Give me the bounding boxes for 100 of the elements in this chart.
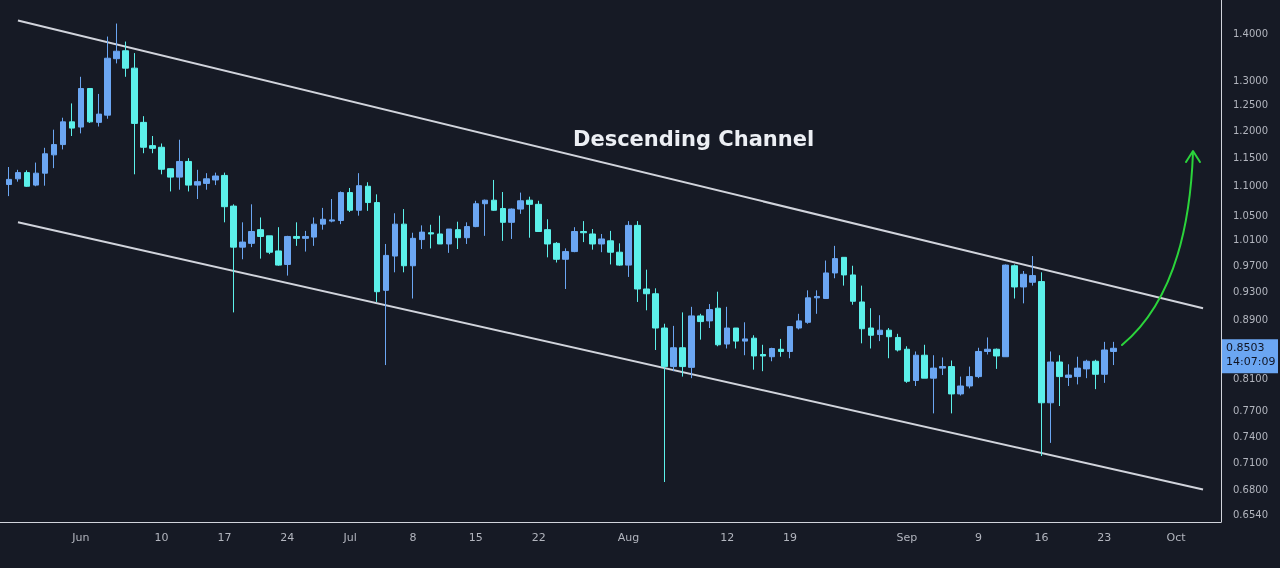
candlestick bbox=[194, 169, 201, 200]
candlestick bbox=[814, 289, 820, 315]
x-tick-label: 16 bbox=[1034, 531, 1049, 544]
candlestick bbox=[751, 334, 757, 371]
candlestick bbox=[320, 207, 326, 231]
x-tick-label: 19 bbox=[783, 531, 798, 544]
candlestick bbox=[1002, 263, 1009, 358]
y-tick-label: 1.4000 bbox=[1233, 27, 1268, 39]
y-tick-label: 1.1000 bbox=[1233, 180, 1268, 192]
candlestick bbox=[69, 102, 75, 137]
candlestick bbox=[1029, 255, 1036, 287]
candlestick bbox=[930, 354, 937, 414]
x-tick-label: 12 bbox=[720, 531, 735, 544]
candlestick bbox=[419, 224, 425, 250]
y-tick-label: 1.0100 bbox=[1233, 234, 1268, 246]
candlestick bbox=[311, 216, 317, 247]
candlestick bbox=[1020, 270, 1027, 304]
candlestick bbox=[464, 221, 470, 245]
text: 0.8503 bbox=[1226, 341, 1265, 355]
candlestick bbox=[96, 93, 102, 128]
candlestick bbox=[526, 196, 533, 239]
candlestick bbox=[482, 199, 488, 237]
x-tick-label: Oct bbox=[1166, 531, 1187, 544]
candlestick bbox=[706, 303, 713, 329]
candlestick bbox=[939, 356, 946, 376]
candlestick bbox=[921, 344, 928, 379]
candlestick bbox=[51, 129, 57, 169]
candlestick bbox=[230, 203, 237, 313]
candlestick bbox=[446, 228, 452, 254]
candlestick bbox=[392, 212, 398, 273]
candlestick bbox=[697, 313, 704, 341]
x-tick-label: 8 bbox=[409, 531, 417, 544]
candlestick bbox=[1011, 263, 1018, 300]
candlestick bbox=[60, 117, 66, 150]
candlestick bbox=[1065, 363, 1072, 387]
candlestick bbox=[1110, 341, 1117, 366]
candlestick bbox=[634, 220, 641, 303]
x-tick-label: 9 bbox=[975, 531, 983, 544]
y-tick-label: 1.0500 bbox=[1233, 209, 1268, 221]
candlestick bbox=[796, 313, 802, 330]
candlestick bbox=[473, 200, 479, 228]
candlestick bbox=[616, 242, 623, 267]
x-tick-label: 24 bbox=[280, 531, 295, 544]
candlestick bbox=[437, 215, 443, 245]
candlestick bbox=[787, 326, 793, 359]
candlestick bbox=[329, 198, 335, 223]
candlestick bbox=[993, 348, 1000, 370]
candlestick bbox=[957, 376, 964, 397]
x-tick-label: 23 bbox=[1097, 531, 1112, 544]
x-tick-label: 22 bbox=[531, 531, 546, 544]
candlestick bbox=[401, 208, 407, 273]
y-tick-label: 1.1500 bbox=[1233, 152, 1268, 164]
candlestick bbox=[1083, 359, 1090, 379]
candlestick bbox=[589, 228, 596, 251]
candlestick bbox=[598, 233, 605, 253]
x-tick-label: 17 bbox=[217, 531, 232, 544]
candlestick bbox=[580, 220, 587, 243]
candlestick bbox=[176, 139, 183, 191]
candlestick bbox=[33, 162, 39, 187]
candlestick bbox=[984, 336, 991, 355]
y-tick-label: 0.7400 bbox=[1233, 430, 1268, 442]
candlestick bbox=[78, 76, 84, 134]
candlestick bbox=[868, 307, 874, 349]
candlestick bbox=[257, 216, 264, 260]
candlestick bbox=[724, 306, 730, 349]
candlestick bbox=[140, 115, 147, 154]
candlestick bbox=[1047, 350, 1054, 444]
candlestick bbox=[562, 247, 569, 290]
candlestick bbox=[742, 321, 748, 356]
candlestick bbox=[535, 200, 542, 233]
y-tick-label: 0.7700 bbox=[1233, 405, 1268, 417]
candlestick bbox=[904, 345, 910, 384]
candlestick bbox=[544, 218, 551, 258]
candlestick bbox=[966, 366, 973, 389]
y-tick-label: 1.2000 bbox=[1233, 125, 1268, 137]
candlestick bbox=[625, 220, 632, 278]
candlestick bbox=[284, 235, 291, 277]
y-tick-label: 0.8900 bbox=[1233, 313, 1268, 325]
candlestick bbox=[428, 224, 434, 249]
candlestick bbox=[347, 187, 353, 213]
candlestick bbox=[383, 243, 389, 366]
candlestick bbox=[850, 265, 856, 306]
candlestick bbox=[679, 311, 686, 378]
y-tick-label: 1.2500 bbox=[1233, 99, 1268, 111]
candlestick bbox=[571, 226, 578, 253]
candlestick bbox=[913, 350, 919, 387]
y-tick-label: 0.6800 bbox=[1233, 483, 1268, 495]
candlestick bbox=[886, 327, 892, 359]
candlestick bbox=[643, 269, 650, 311]
candlestick bbox=[221, 172, 228, 223]
candlestick bbox=[212, 172, 219, 186]
candlestick bbox=[365, 181, 371, 212]
candlestick bbox=[1092, 359, 1099, 390]
candlestick bbox=[778, 338, 784, 358]
candlestick bbox=[895, 333, 901, 352]
candlestick bbox=[733, 327, 739, 349]
candlestick bbox=[948, 360, 955, 414]
x-tick-label: Aug bbox=[617, 531, 640, 544]
candlestick bbox=[15, 169, 21, 183]
candlestick bbox=[769, 347, 775, 362]
